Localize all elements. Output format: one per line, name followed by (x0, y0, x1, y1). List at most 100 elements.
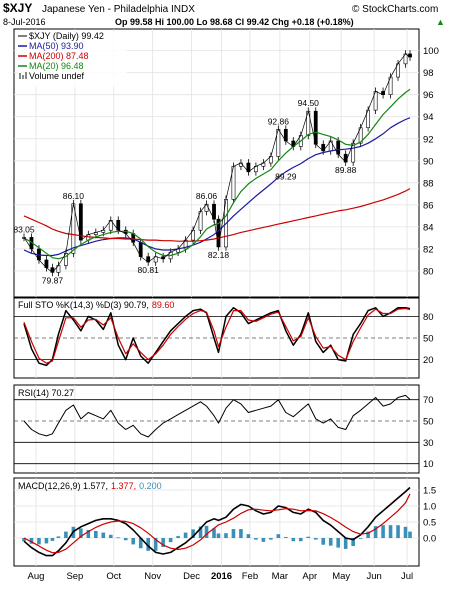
macd-histogram-bar (291, 538, 296, 542)
sto-d-line (23, 307, 411, 364)
rsi-label: RSI(14) 70.27 (18, 388, 74, 398)
macd-histogram-bar (123, 538, 128, 541)
legend-price: $XJY (Daily) 99.42 (29, 31, 104, 41)
macd-histogram-bar (284, 537, 288, 538)
price-annotation: 89.88 (335, 165, 357, 175)
macd-histogram-bar (146, 538, 150, 551)
price-tick-label: 92 (423, 134, 434, 145)
sto-label-values: Full STO %K(14,3) %D(3) 90.79, (18, 300, 149, 310)
macd-tick-label: 0.0 (423, 534, 436, 545)
price-tick-label: 94 (423, 112, 434, 123)
macd-histogram-bar (254, 538, 258, 540)
macd-label-values: MACD(12,26,9) 1.577, (18, 481, 108, 491)
sto-label-d: 89.60 (152, 300, 175, 310)
macd-histogram-bar (403, 526, 408, 538)
macd-histogram-bar (351, 538, 355, 546)
macd-histogram-bar (396, 525, 400, 538)
macd-histogram-bar (153, 538, 158, 551)
macd-histogram-bar (50, 538, 55, 541)
macd-histogram-bar (37, 538, 41, 545)
macd-label-hist: 0.200 (139, 481, 162, 491)
macd-histogram-bar (198, 526, 203, 538)
macd-histogram-bar (29, 538, 34, 544)
price-legend: $XJY (Daily) 99.42 MA(50) 93.90 MA(200) … (17, 31, 127, 87)
legend-ma200: MA(200) 87.48 (29, 51, 89, 61)
ma200-line (23, 188, 411, 242)
macd-histogram-bar (168, 538, 173, 543)
plot-layer (22, 50, 412, 557)
month-label: Jun (366, 571, 381, 582)
rsi-tick-label: 10 (423, 459, 434, 470)
month-label: 2016 (211, 571, 232, 582)
price-tick-label: 84 (423, 222, 434, 233)
price-annotation: 86.06 (196, 191, 218, 201)
macd-histogram-bar (343, 538, 348, 549)
macd-histogram-bar (191, 529, 195, 538)
rsi-tick-label: 70 (423, 395, 434, 406)
macd-histogram-bar (276, 534, 281, 538)
watermark: © StockCharts.com (352, 4, 438, 15)
legend-volume: Volume undef (29, 71, 85, 81)
macd-histogram-bar (381, 525, 385, 538)
macd-histogram-bar (336, 538, 340, 548)
macd-histogram-bar (408, 531, 412, 538)
month-label: May (332, 571, 350, 582)
macd-histogram-bar (204, 525, 209, 538)
month-label: Oct (106, 571, 121, 582)
macd-histogram-bar (56, 536, 61, 538)
macd-label: MACD(12,26,9) 1.577, 1.377, 0.200 (18, 481, 162, 491)
macd-histogram-bar (64, 531, 68, 538)
price-tick-label: 88 (423, 178, 434, 189)
macd-histogram-bar (183, 532, 188, 538)
month-label: Apr (302, 571, 317, 582)
macd-histogram-bar (176, 536, 180, 538)
price-tick-label: 96 (423, 90, 434, 101)
price-line (23, 53, 411, 273)
macd-histogram-bar (108, 534, 113, 538)
macd-histogram-bar (328, 538, 333, 546)
sto-tick-label: 50 (423, 334, 434, 345)
month-label: Mar (272, 571, 288, 582)
rsi-line (23, 394, 411, 438)
quote-line: Op 99.58 Hi 100.00 Lo 98.68 Cl 99.42 Chg… (115, 17, 354, 27)
macd-histogram-bar (161, 538, 165, 547)
macd-histogram-bar (313, 538, 318, 540)
price-annotation: 86.10 (63, 191, 85, 201)
price-tick-label: 100 (423, 46, 439, 57)
month-label: Jul (401, 571, 413, 582)
price-annotation: 89.29 (275, 172, 297, 182)
macd-histogram-bar (231, 529, 236, 538)
price-annotation: 83.05 (13, 224, 35, 234)
price-tick-label: 86 (423, 200, 434, 211)
macd-histogram-bar (94, 530, 98, 538)
macd-histogram-bar (321, 538, 326, 545)
macd-signal-line (23, 493, 411, 554)
macd-tick-label: 0.5 (423, 518, 436, 529)
macd-histogram-bar (212, 528, 216, 538)
macd-histogram-bar (306, 536, 311, 538)
macd-histogram-bar (22, 538, 26, 542)
sto-label: Full STO %K(14,3) %D(3) 90.79, 89.60 (18, 300, 174, 310)
month-label: Sep (66, 571, 83, 582)
macd-histogram-bar (44, 538, 49, 544)
price-tick-label: 90 (423, 156, 434, 167)
price-annotation: 82.18 (208, 250, 230, 260)
macd-histogram-bar (261, 538, 266, 542)
macd-histogram-bar (246, 534, 251, 538)
label-layer: Aug Sep Oct Nov Dec 2016 Feb Mar Apr May Jun Jul 80 8… (13, 46, 439, 582)
macd-histogram-bar (224, 533, 228, 538)
macd-histogram-bar (298, 538, 303, 542)
quote-up-arrow: ▲ (436, 17, 445, 27)
symbol-name: Japanese Yen - Philadelphia INDX (42, 4, 195, 15)
price-annotation: 79.87 (42, 275, 64, 285)
ma20-line (23, 88, 411, 260)
price-tick-label: 98 (423, 68, 434, 79)
macd-tick-label: 1.0 (423, 502, 436, 513)
legend-ma50: MA(50) 93.90 (29, 41, 84, 51)
sto-tick-label: 80 (423, 312, 434, 323)
macd-histogram-bar (269, 538, 273, 540)
month-label: Nov (144, 571, 161, 582)
macd-histogram-bar (131, 538, 136, 545)
